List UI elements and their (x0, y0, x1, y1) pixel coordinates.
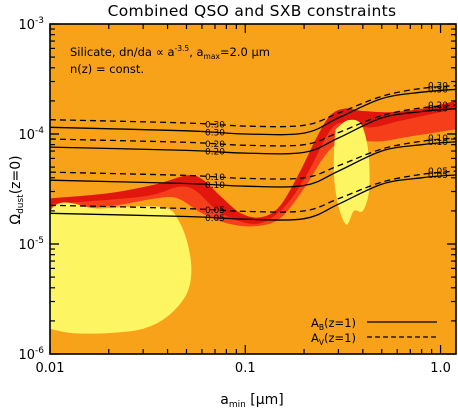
contour-av-0.20 (50, 104, 456, 147)
contour-label: 0.30 (205, 121, 225, 131)
x-tick-label: 0.1 (235, 361, 256, 376)
legend-label-ab: AB(z=1) (311, 316, 356, 332)
y-tick-label: 10-5 (18, 236, 44, 253)
contour-label-right: 0.20 (428, 101, 448, 111)
chart-title: Combined QSO and SXB constraints (108, 2, 397, 20)
x-tick-label: 1.0 (430, 361, 451, 376)
annotation-line2: n(z) = const. (70, 62, 144, 76)
contour-label: 0.20 (205, 140, 225, 150)
x-axis-label: amin [μm] (220, 392, 284, 409)
contour-label: 0.20 (205, 148, 225, 158)
y-tick-label: 10-6 (18, 346, 44, 363)
legend: AB(z=1) AV(z=1) (311, 316, 437, 347)
contour-ab-0.30 (50, 88, 456, 136)
region-3 (50, 202, 192, 334)
contour-ab-0.20 (50, 108, 456, 155)
contour-label-right: 0.20 (428, 105, 448, 115)
axis-ticks: 0.01 0.1 1.0 10-6 10-5 10-4 10-3 (18, 16, 456, 376)
contour-ab-0.10 (50, 141, 456, 188)
contour-label-right: 0.05 (428, 167, 448, 177)
contour-label-right: 0.05 (428, 171, 448, 181)
contour-label-right: 0.30 (428, 85, 448, 95)
contour-label-right: 0.30 (428, 82, 448, 92)
contour-label-right: 0.10 (428, 138, 448, 148)
plot-frame (49, 23, 457, 355)
annotation: Silicate, dn/da ∝ a-3.5, amax=2.0 μm n(z… (70, 44, 270, 76)
y-tick-label: 10-4 (18, 126, 44, 143)
contour-label-right: 0.10 (428, 134, 448, 144)
legend-label-av: AV(z=1) (311, 331, 356, 347)
region-4 (333, 119, 370, 225)
contour-label: 0.10 (205, 173, 225, 183)
plot-area: 0.300.300.200.200.100.100.050.050.300.30… (50, 24, 456, 354)
contour-av-0.30 (50, 85, 456, 128)
x-tick-label: 0.01 (36, 361, 65, 376)
y-tick-label: 10-3 (18, 16, 44, 33)
contour-av-0.05 (50, 170, 456, 213)
contour-label: 0.05 (205, 214, 225, 224)
contour-label: 0.30 (205, 128, 225, 138)
contour-label: 0.10 (205, 181, 225, 191)
y-axis-label: Ωdust(z=0) (8, 155, 26, 224)
contour-ab-0.05 (50, 174, 456, 221)
contour-label: 0.05 (205, 206, 225, 216)
annotation-line1: Silicate, dn/da ∝ a-3.5, amax=2.0 μm (70, 44, 270, 61)
contour-av-0.10 (50, 137, 456, 180)
